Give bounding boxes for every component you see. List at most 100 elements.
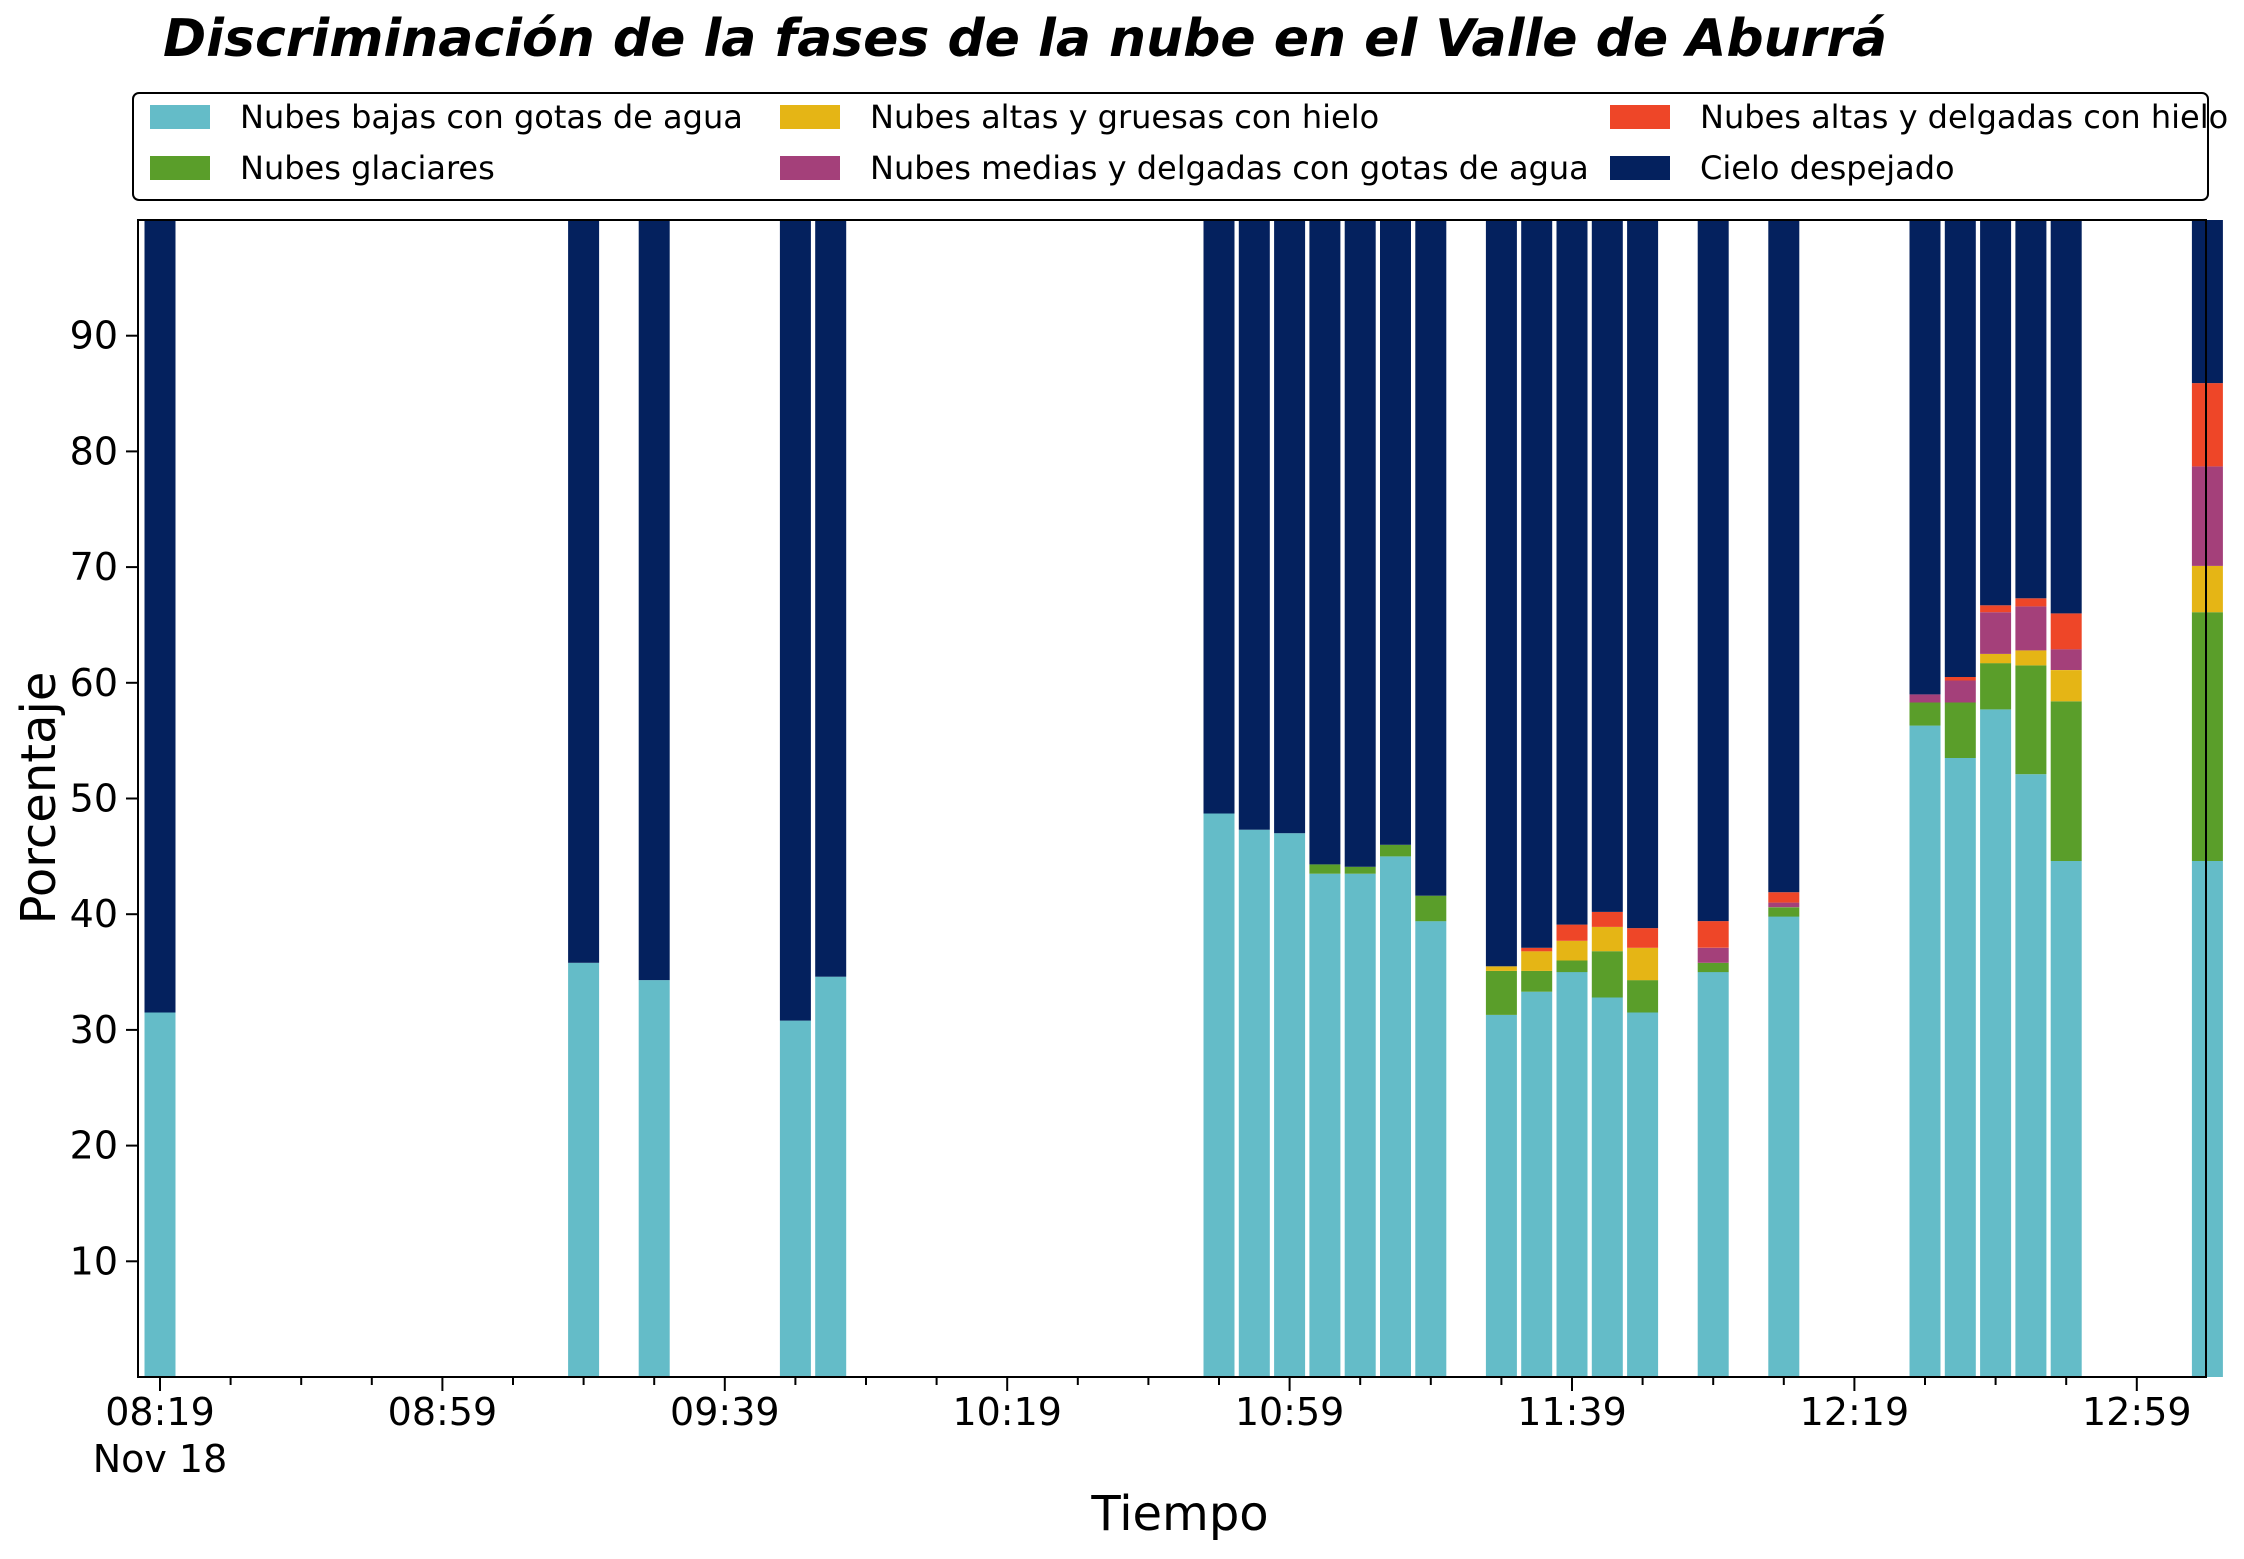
legend: Nubes bajas con gotas de agua Nubes glaci… <box>132 92 2228 201</box>
bar-segment <box>1591 911 1623 927</box>
bar-segment <box>1591 951 1623 998</box>
x-axis-label: Tiempo <box>1090 1486 1268 1542</box>
y-tick-label: 60 <box>70 661 118 705</box>
bar-segment <box>1768 916 1800 1377</box>
bar-segment <box>1909 702 1941 726</box>
bar-segment <box>638 980 670 1377</box>
bar-segment <box>1485 966 1517 971</box>
bar-segment <box>2191 565 2223 613</box>
bar-segment <box>1980 612 2012 654</box>
x-tick-label: 08:59 <box>388 1390 498 1434</box>
bar-segment <box>1591 997 1623 1377</box>
bar-segment <box>2015 665 2047 775</box>
bar-segment <box>2191 220 2223 384</box>
bar-segment <box>1697 921 1729 948</box>
bar-segment <box>1909 694 1941 703</box>
x-tick-label: 09:39 <box>670 1390 780 1434</box>
bar-segment <box>1309 864 1341 874</box>
bar-segment <box>1238 220 1270 830</box>
bar-segment <box>1627 980 1659 1013</box>
bar-segment <box>1203 220 1235 814</box>
legend-label: Nubes glaciares <box>240 149 495 187</box>
bar-segment <box>1591 220 1623 912</box>
bar-segment <box>1627 947 1659 981</box>
bars <box>144 220 2223 1377</box>
bar-segment <box>1980 605 2012 613</box>
y-axis: 10 20 30 40 50 60 70 80 90 <box>70 314 138 1283</box>
bar-segment <box>2191 466 2223 566</box>
x-axis: 08:19 08:59 09:39 10:19 10:59 11:39 12:19 12:59… <box>105 1377 2192 1434</box>
y-tick-label: 40 <box>70 892 118 936</box>
bar-segment <box>1521 951 1553 971</box>
bar-segment <box>779 1020 811 1377</box>
bar-segment <box>144 220 176 1013</box>
bar-segment <box>1697 962 1729 973</box>
bar-segment <box>1485 220 1517 967</box>
legend-label: Nubes altas y delgadas con hielo <box>1700 98 2228 136</box>
bar-segment <box>815 976 847 1377</box>
bar-segment <box>2015 220 2047 599</box>
bar-segment <box>1944 220 1976 677</box>
legend-swatch <box>780 156 840 180</box>
bar-segment <box>2015 774 2047 1377</box>
bar-segment <box>2050 701 2082 861</box>
bar-segment <box>1556 972 1588 1377</box>
plot-frame <box>137 219 2207 1378</box>
bar-segment <box>2050 861 2082 1377</box>
y-axis-label: Porcentaje <box>11 672 67 925</box>
legend-swatch <box>1610 156 1670 180</box>
x-tick-sublabel: Nov 18 <box>93 1437 228 1481</box>
bar-segment <box>2050 613 2082 650</box>
bar-segment <box>1980 653 2012 664</box>
bar-segment <box>1944 680 1976 703</box>
legend-label: Cielo despejado <box>1700 149 1955 187</box>
bar-segment <box>144 1012 176 1377</box>
bar-segment <box>568 220 600 963</box>
bar-segment <box>1415 220 1447 896</box>
bar-segment <box>1556 960 1588 973</box>
bar-segment <box>1697 947 1729 963</box>
bar-segment <box>2191 861 2223 1377</box>
bar-segment <box>1521 220 1553 948</box>
legend-swatch <box>1610 105 1670 129</box>
bar-segment <box>1344 866 1376 874</box>
x-tick-label: 08:19 <box>105 1390 215 1434</box>
bar-segment <box>1380 856 1411 1377</box>
bar-segment <box>1697 972 1729 1377</box>
bar-segment <box>1380 220 1411 845</box>
bar-segment <box>1768 902 1800 908</box>
legend-frame <box>132 92 2209 201</box>
bar-segment <box>1944 677 1976 681</box>
bar-segment <box>815 220 847 977</box>
y-tick-label: 10 <box>70 1239 118 1283</box>
bar-segment <box>1591 926 1623 952</box>
bar-segment <box>2191 612 2223 861</box>
bar-segment <box>1415 921 1447 1377</box>
y-tick-label: 30 <box>70 1008 118 1052</box>
bar-segment <box>1380 844 1411 857</box>
bar-segment <box>1944 702 1976 758</box>
bar-segment <box>1274 833 1306 1377</box>
x-tick-label: 12:59 <box>2082 1390 2192 1434</box>
bar-segment <box>2050 220 2082 614</box>
y-tick-label: 70 <box>70 545 118 589</box>
bar-segment <box>1980 663 2012 710</box>
bar-segment <box>1627 220 1659 929</box>
bar-segment <box>1697 220 1729 922</box>
bar-segment <box>2050 670 2082 702</box>
bar-segment <box>1768 220 1800 893</box>
y-tick-label: 90 <box>70 314 118 358</box>
bar-segment <box>1627 1012 1659 1377</box>
bar-segment <box>2015 606 2047 651</box>
bar-segment <box>1556 220 1588 925</box>
bar-segment <box>1521 991 1553 1377</box>
bar-segment <box>568 962 600 1377</box>
bar-segment <box>1203 813 1235 1377</box>
bar-segment <box>2050 649 2082 670</box>
bar-segment <box>1556 940 1588 961</box>
bar-segment <box>1274 220 1306 834</box>
y-tick-label: 50 <box>70 777 118 821</box>
x-tick-label: 10:59 <box>1235 1390 1345 1434</box>
bar-segment <box>1627 928 1659 948</box>
